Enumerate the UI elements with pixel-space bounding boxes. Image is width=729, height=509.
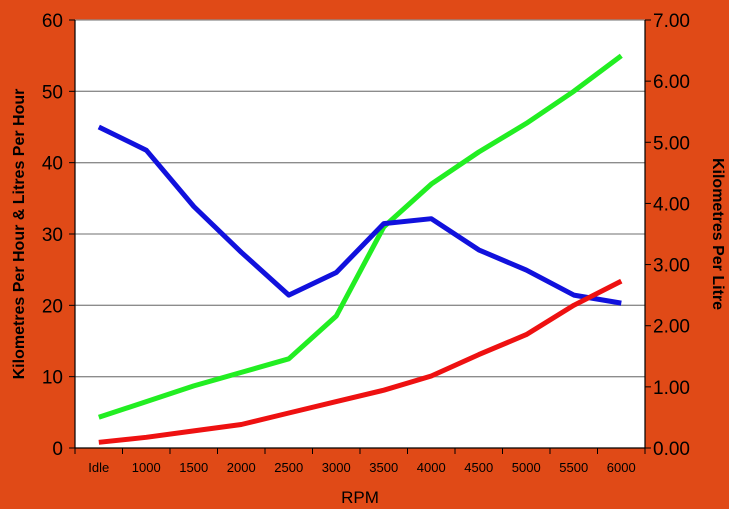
series-line-1: [98, 53, 623, 420]
x-tick-label: 5500: [559, 460, 588, 475]
x-tick-label: 2500: [274, 460, 303, 475]
right-tick-label: 5.00: [653, 133, 690, 154]
left-tick-label: 30: [42, 225, 63, 246]
series-line-2: [97, 124, 622, 306]
left-tick-label: 50: [42, 82, 63, 103]
left-tick-label: 10: [42, 368, 63, 389]
x-tick-label: 3000: [322, 460, 351, 475]
tick-labels: 0 10 20 30 40 50 60 0.00 1.00 2.00 3.00 4.00 5.00 6.0…: [42, 11, 690, 475]
x-tick-label: 4000: [417, 460, 446, 475]
x-tick-label: 6000: [607, 460, 636, 475]
right-tick-label: 2.00: [653, 317, 690, 338]
left-tick-label: 0: [52, 439, 63, 460]
right-tick-label: 1.00: [653, 378, 690, 399]
right-tick-label: 4.00: [653, 194, 690, 215]
x-tick-label: 1500: [179, 460, 208, 475]
grid-lines: [75, 19, 645, 378]
right-tick-label: 7.00: [653, 11, 690, 32]
series-line-3: [98, 278, 623, 445]
right-tick-label: 0.00: [653, 439, 690, 460]
y-axis-title: Kilometres Per Hour & Litres Per Hour: [11, 89, 28, 380]
series-lines: [97, 53, 623, 445]
x-axis-title: RPM: [341, 488, 379, 507]
left-tick-label: 20: [42, 296, 63, 317]
x-tick-label: 2000: [227, 460, 256, 475]
x-tick-label: 5000: [512, 460, 541, 475]
x-tick-label: 4500: [464, 460, 493, 475]
right-tick-label: 3.00: [653, 256, 690, 277]
left-tick-label: 60: [42, 11, 63, 32]
x-tick-label: 3500: [369, 460, 398, 475]
x-tick-label: 1000: [132, 460, 161, 475]
right-tick-label: 6.00: [653, 72, 690, 93]
x-tick-label: Idle: [88, 460, 109, 475]
axes: [69, 19, 651, 454]
y2-axis-title: Kilometres Per Litre: [709, 158, 726, 310]
left-tick-label: 40: [42, 154, 63, 175]
